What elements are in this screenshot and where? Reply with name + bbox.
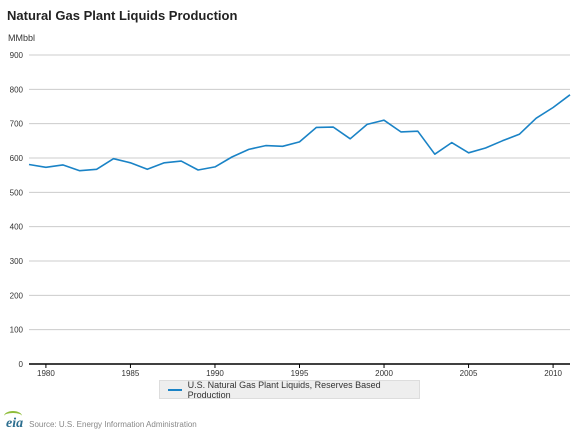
y-tick-label-500: 500 — [10, 188, 24, 197]
eia-logo: eia — [4, 411, 23, 432]
data-point-1988 — [180, 160, 182, 162]
y-tick-label-900: 900 — [10, 51, 24, 60]
data-point-2010 — [552, 107, 554, 109]
legend-swatch — [168, 388, 182, 391]
y-tick-label-400: 400 — [10, 223, 24, 232]
data-point-1998 — [349, 138, 351, 140]
data-point-1994 — [282, 146, 284, 148]
data-point-1984 — [113, 158, 115, 160]
data-point-1999 — [366, 124, 368, 126]
data-point-1993 — [265, 145, 267, 147]
data-point-2006 — [485, 147, 487, 149]
x-tick-label-1985: 1985 — [122, 369, 140, 378]
data-point-1996 — [316, 127, 318, 129]
y-tick-label-700: 700 — [10, 120, 24, 129]
data-point-2005 — [468, 152, 470, 154]
y-axis-unit-label: MMbbl — [8, 33, 36, 43]
x-tick-label-2005: 2005 — [460, 369, 478, 378]
data-point-1995 — [299, 141, 301, 143]
y-tick-label-0: 0 — [19, 360, 24, 369]
data-point-1981 — [62, 164, 64, 166]
x-tick-label-1980: 1980 — [37, 369, 55, 378]
data-point-1982 — [79, 170, 81, 172]
logo-arc-icon — [4, 411, 22, 421]
data-point-1989 — [197, 169, 199, 171]
y-tick-label-300: 300 — [10, 257, 24, 266]
chart-title: Natural Gas Plant Liquids Production — [7, 8, 238, 23]
data-point-2004 — [451, 142, 453, 144]
data-point-1987 — [163, 162, 165, 164]
data-point-1991 — [231, 156, 233, 158]
series-line-0 — [28, 94, 571, 172]
x-tick-label-2000: 2000 — [375, 369, 393, 378]
data-point-1979 — [28, 164, 30, 166]
data-point-2011 — [569, 94, 571, 96]
y-tick-label-200: 200 — [10, 291, 24, 300]
source-note: Source: U.S. Energy Information Administ… — [29, 419, 197, 429]
legend-label: U.S. Natural Gas Plant Liquids, Reserves… — [187, 379, 381, 400]
data-point-1983 — [96, 169, 98, 171]
chart-legend: U.S. Natural Gas Plant Liquids, Reserves… — [159, 379, 420, 400]
x-tick-label-1990: 1990 — [206, 369, 224, 378]
data-point-2003 — [434, 153, 436, 155]
data-point-2000 — [383, 119, 385, 121]
data-point-1992 — [248, 149, 250, 151]
data-point-1990 — [214, 166, 216, 168]
data-point-2009 — [535, 117, 537, 119]
x-tick-label-1995: 1995 — [291, 369, 309, 378]
data-point-2008 — [518, 134, 520, 136]
data-point-1985 — [130, 162, 132, 164]
data-point-2002 — [417, 130, 419, 132]
y-tick-label-600: 600 — [10, 154, 24, 163]
footer: eia Source: U.S. Energy Information Admi… — [4, 411, 197, 433]
data-point-1986 — [147, 169, 149, 171]
data-point-1997 — [333, 126, 335, 128]
y-tick-label-100: 100 — [10, 326, 24, 335]
data-point-2007 — [502, 140, 504, 142]
y-tick-label-800: 800 — [10, 85, 24, 94]
x-tick-label-2010: 2010 — [544, 369, 562, 378]
data-point-2001 — [400, 131, 402, 133]
data-point-1980 — [45, 166, 47, 168]
